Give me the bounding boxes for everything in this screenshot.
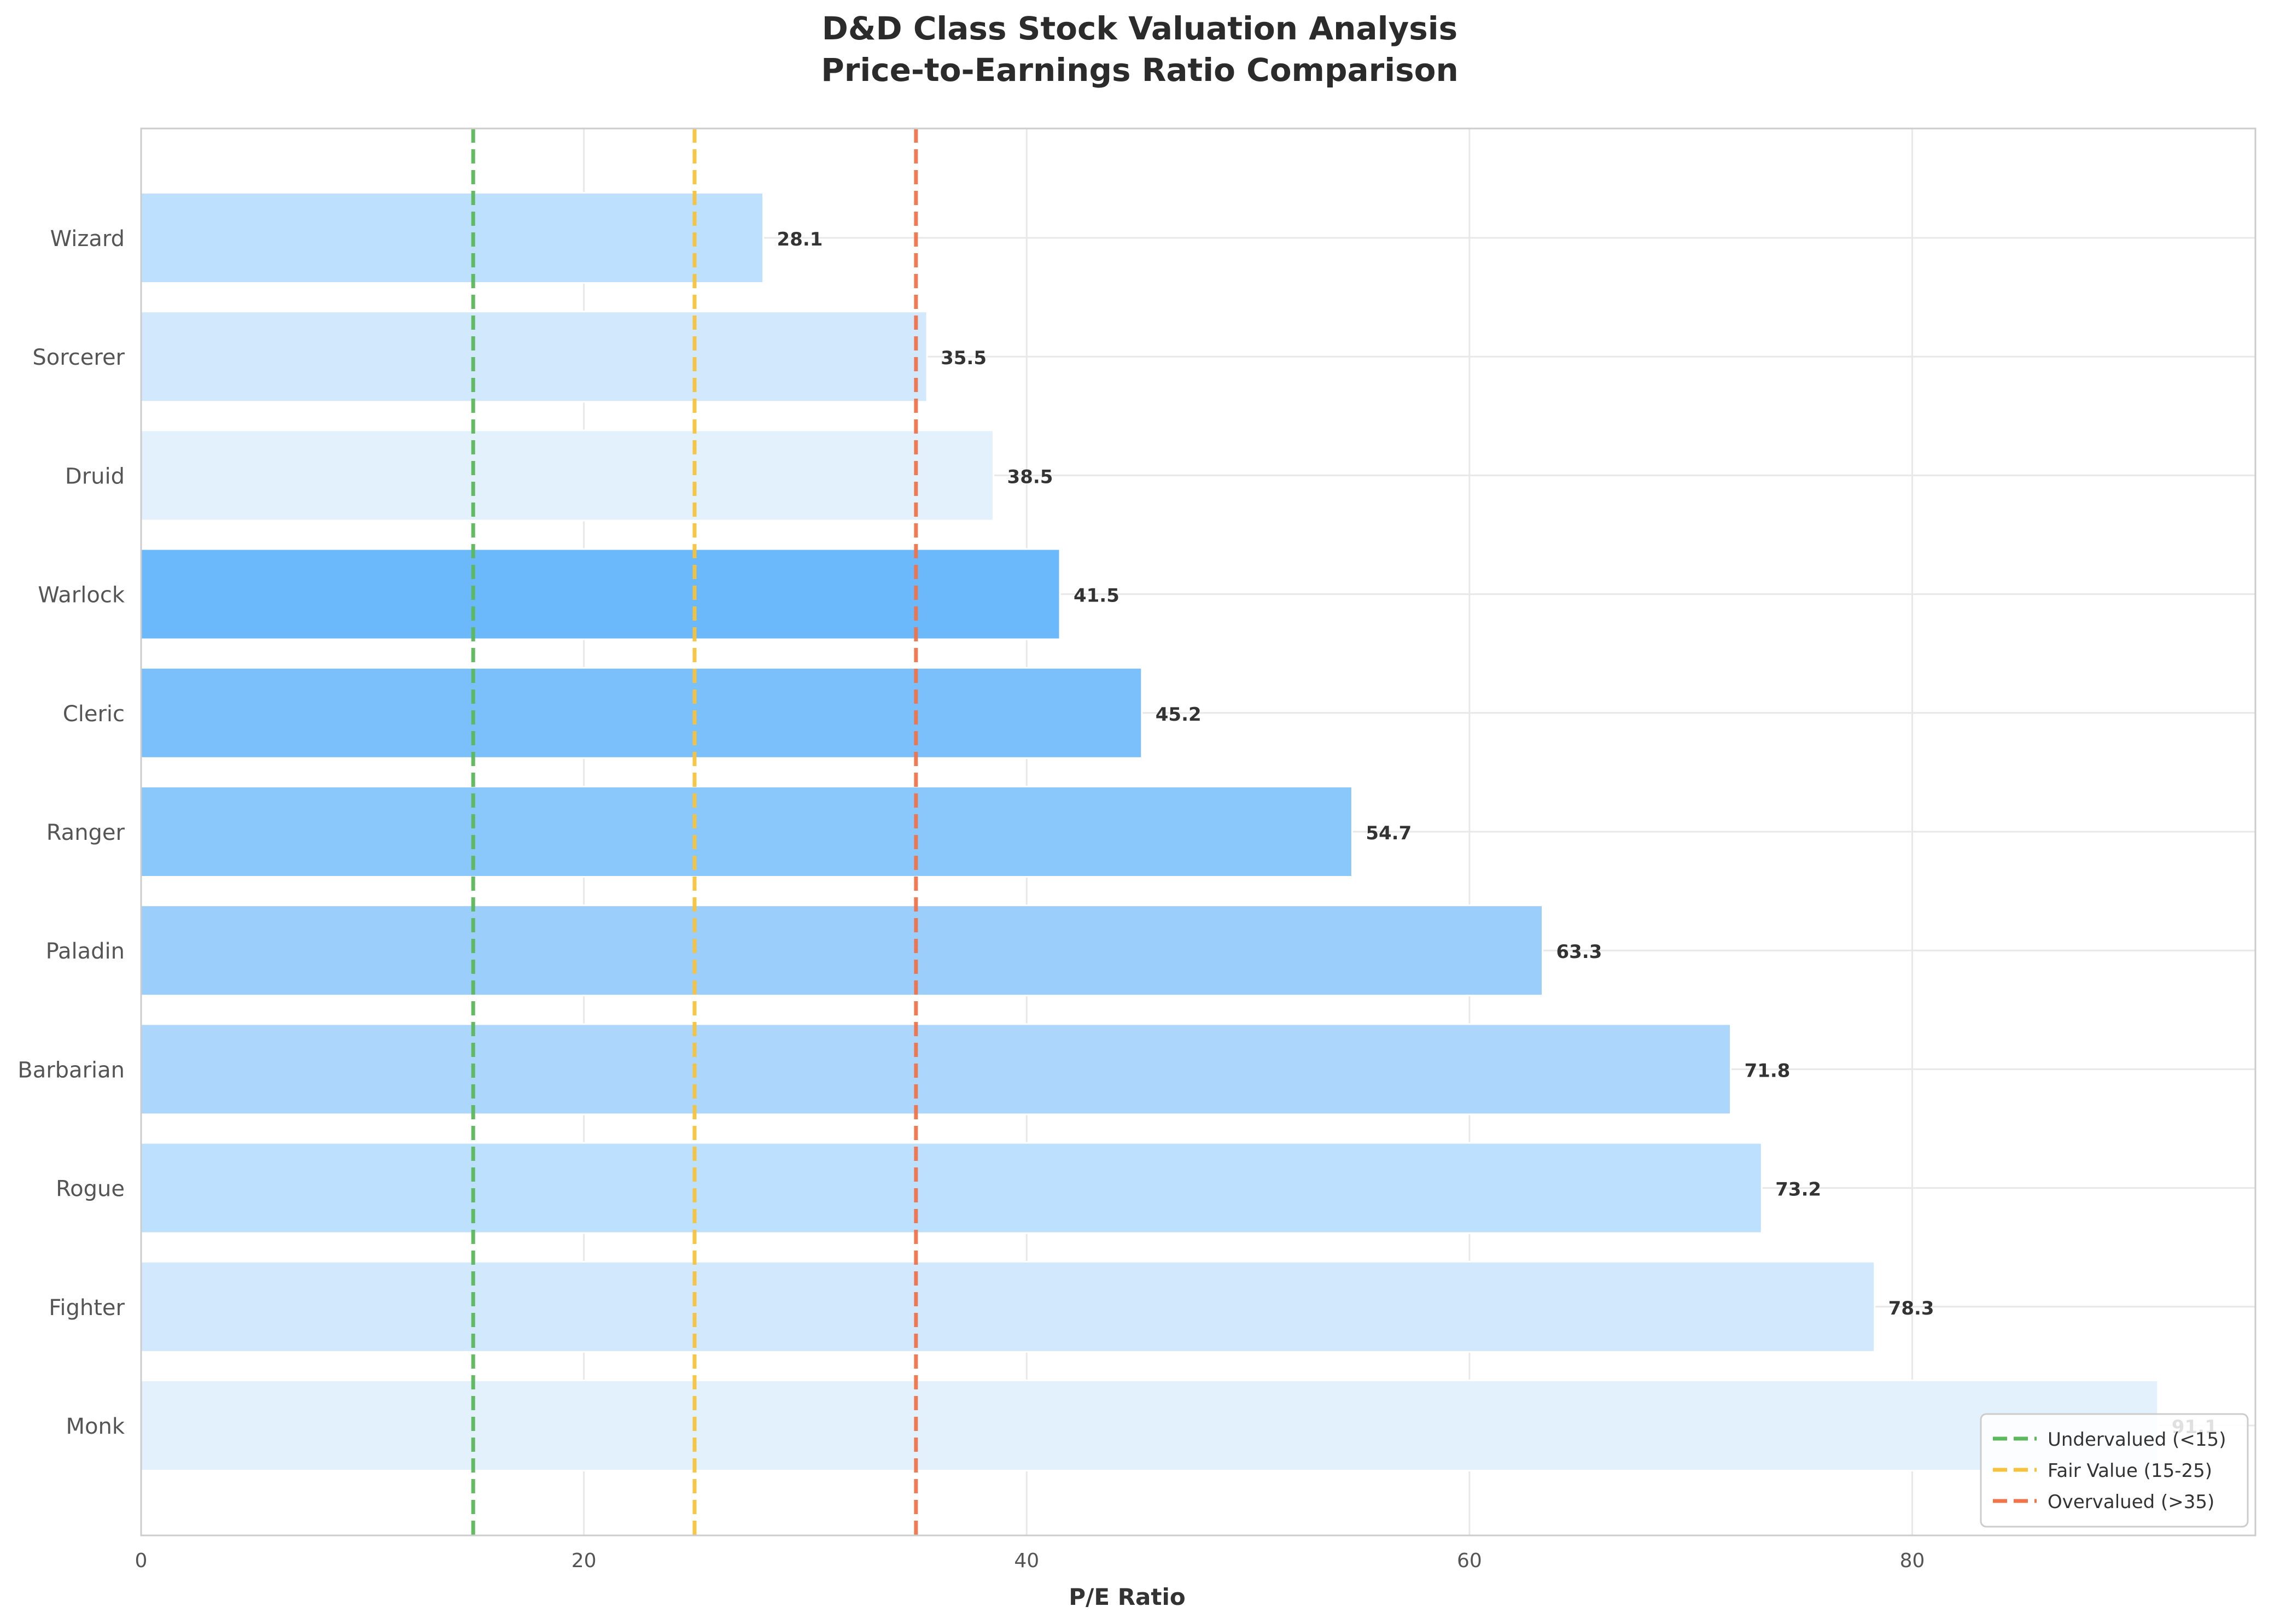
- y-tick-label: Ranger: [46, 820, 125, 845]
- x-tick-label: 20: [572, 1550, 597, 1572]
- chart-title: D&D Class Stock Valuation Analysis: [822, 10, 1457, 47]
- y-tick-label: Cleric: [63, 702, 125, 727]
- chart-subtitle: Price-to-Earnings Ratio Comparison: [821, 51, 1459, 89]
- bar-value-label: 35.5: [941, 347, 987, 369]
- x-axis-ticks: 0 20 40 60 80: [135, 1550, 1925, 1572]
- bar-value-label: 54.7: [1366, 822, 1412, 844]
- x-tick-label: 40: [1014, 1550, 1039, 1572]
- bar-value-label: 71.8: [1745, 1060, 1791, 1082]
- bar-labels-layer: 28.1 35.5 38.5 41.5 45.2 54.7 63.3 71.8 73.2 78.3…: [777, 229, 2218, 1438]
- bar-druid: [140, 429, 995, 522]
- bar-warlock: [140, 548, 1061, 640]
- bar-sorcerer: [140, 311, 928, 403]
- y-tick-label: Barbarian: [18, 1058, 125, 1083]
- bar-fighter: [140, 1260, 1876, 1353]
- y-tick-label: Sorcerer: [32, 345, 125, 370]
- legend-box: [1980, 1413, 2249, 1528]
- x-tick-label: 80: [1900, 1550, 1925, 1572]
- bars-layer: [140, 192, 2159, 1471]
- bar-cleric: [140, 667, 1143, 759]
- legend-entry: Fair Value (15-25): [2048, 1460, 2212, 1482]
- y-axis-ticks: Wizard Sorcerer Druid Warlock Cleric Ranger Pa…: [18, 226, 125, 1439]
- y-tick-label: Fighter: [49, 1295, 125, 1321]
- bar-value-label: 41.5: [1074, 585, 1119, 607]
- plot-frame: [140, 127, 2256, 1537]
- bar-value-label: 45.2: [1156, 704, 1202, 726]
- bar-rogue: [140, 1142, 1763, 1234]
- bar-paladin: [140, 904, 1543, 997]
- x-tick-label: 0: [135, 1550, 148, 1572]
- reference-lines-layer: [471, 128, 918, 1535]
- bar-value-label: 28.1: [777, 229, 823, 250]
- bar-value-label: 63.3: [1556, 941, 1602, 963]
- bar-value-label: 38.5: [1007, 466, 1053, 488]
- x-axis-label: P/E Ratio: [1069, 1584, 1185, 1610]
- y-tick-label: Druid: [65, 464, 125, 489]
- y-tick-label: Warlock: [38, 583, 125, 608]
- bar-value-label: 78.3: [1888, 1298, 1934, 1319]
- legend-entry: Undervalued (<15): [2048, 1429, 2226, 1451]
- bar-monk: [140, 1380, 2159, 1471]
- bar-value-label: 73.2: [1775, 1179, 1821, 1201]
- bar-ranger: [140, 786, 1353, 878]
- bar-barbarian: [140, 1023, 1732, 1115]
- legend-entry: Overvalued (>35): [2048, 1491, 2214, 1513]
- y-tick-label: Monk: [66, 1414, 125, 1439]
- bar-wizard: [140, 192, 765, 284]
- y-tick-label: Wizard: [50, 226, 125, 252]
- legend: Undervalued (<15) Fair Value (15-25) Overv…: [1980, 1413, 2249, 1528]
- y-tick-label: Rogue: [56, 1177, 125, 1202]
- x-tick-label: 60: [1457, 1550, 1482, 1572]
- y-tick-label: Paladin: [46, 939, 125, 964]
